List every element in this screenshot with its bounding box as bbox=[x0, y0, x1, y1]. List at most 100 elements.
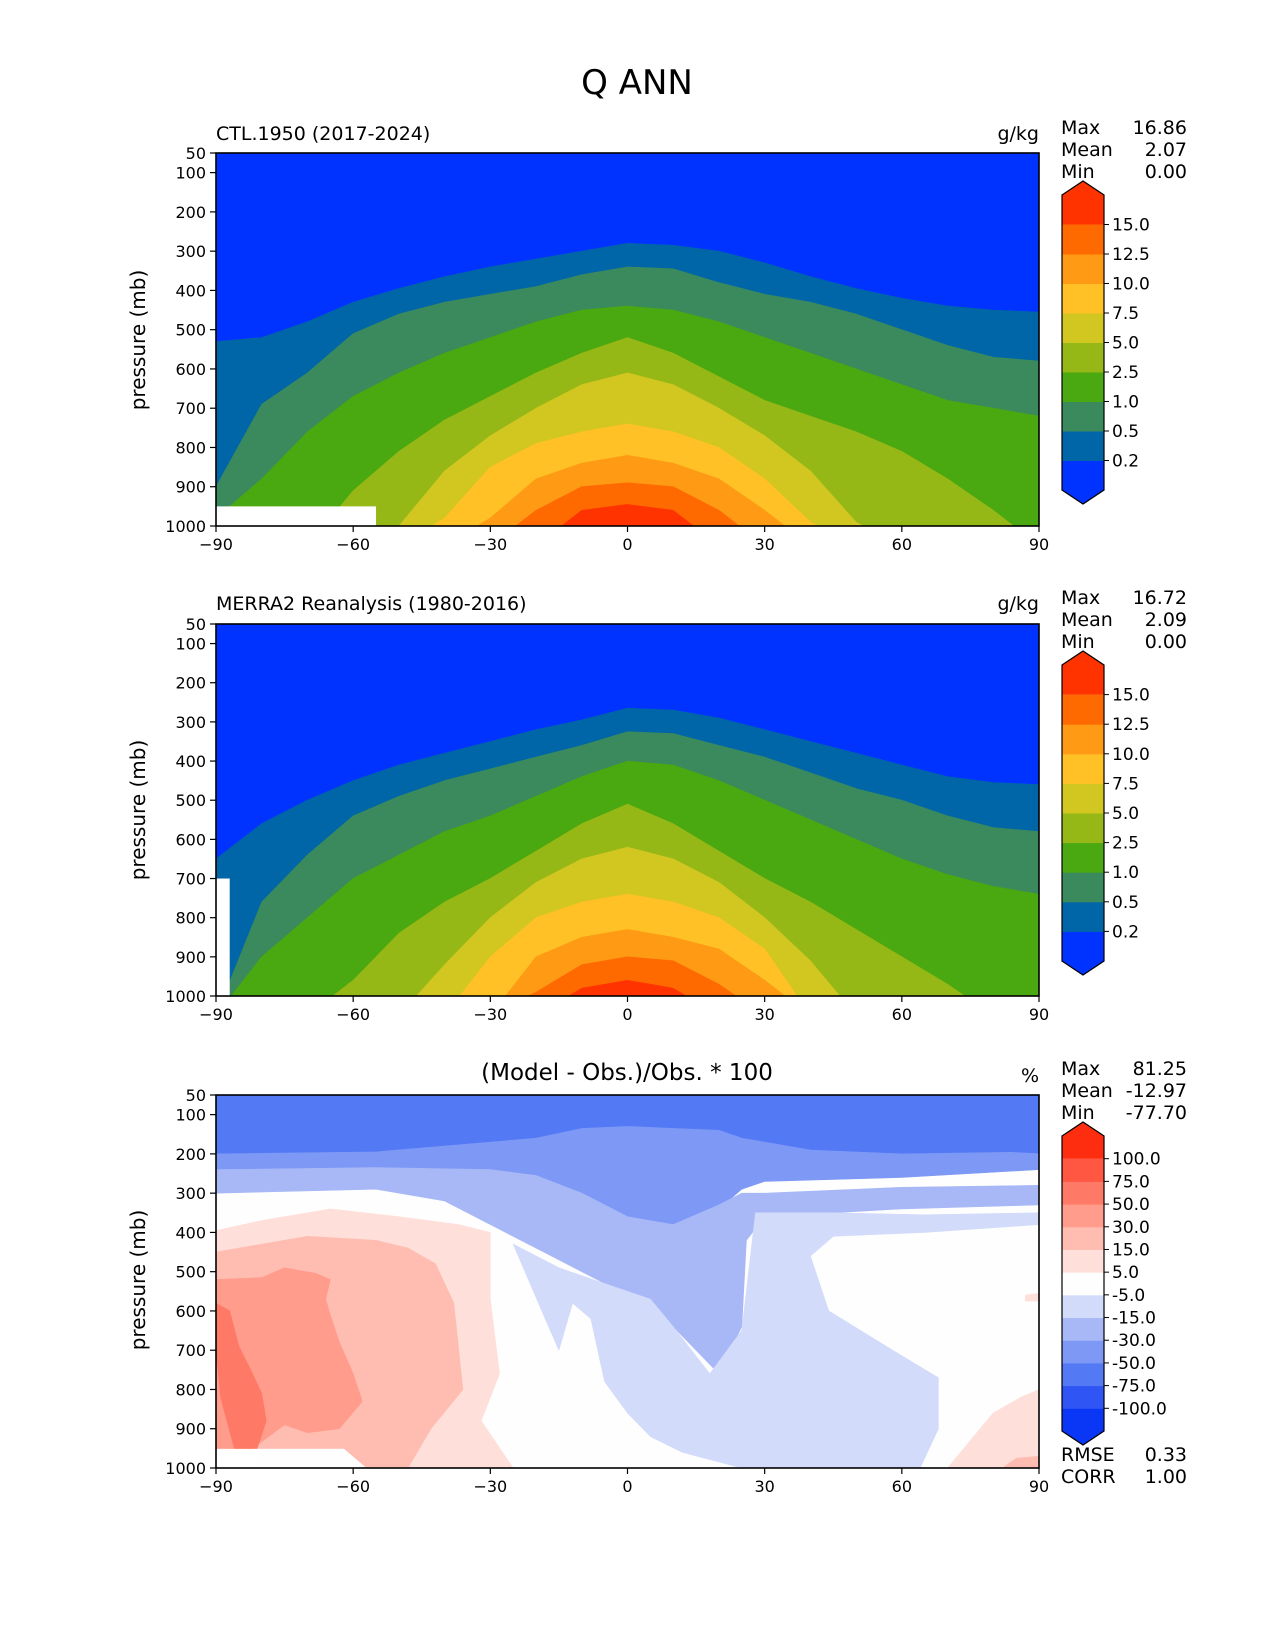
x-tick-label: −30 bbox=[473, 1005, 507, 1024]
colorbar-tick-label: 0.2 bbox=[1112, 922, 1139, 942]
y-axis-label: pressure (mb) bbox=[126, 740, 150, 881]
colorbar-extend-high bbox=[1062, 651, 1104, 695]
x-tick-label: 30 bbox=[754, 1477, 774, 1496]
stat-label-min: Min bbox=[1061, 161, 1095, 183]
stat-value-min: 0.00 bbox=[1145, 161, 1187, 183]
colorbar-tick-label: -30.0 bbox=[1112, 1331, 1156, 1351]
x-tick-label: 0 bbox=[622, 535, 632, 554]
stat-label-min: Min bbox=[1061, 1102, 1095, 1124]
colorbar-tick-label: 7.5 bbox=[1112, 304, 1139, 324]
colorbar-tick-label: 75.0 bbox=[1112, 1172, 1150, 1192]
colorbar-tick-label: 0.2 bbox=[1112, 452, 1139, 472]
y-tick-label: 100 bbox=[175, 635, 206, 654]
stat-label-min: Min bbox=[1061, 631, 1095, 653]
colorbar-outline bbox=[1061, 1121, 1105, 1446]
x-tick-label: −60 bbox=[336, 1477, 370, 1496]
colorbar-segment bbox=[1062, 872, 1104, 903]
colorbar-segment bbox=[1062, 842, 1104, 873]
contour-field bbox=[216, 1095, 1039, 1468]
colorbar: 100.075.0 50.0 30.015.0 5.0 -5.0 -15.0-30.0 -5… bbox=[1061, 1121, 1167, 1446]
y-tick-label: 700 bbox=[175, 870, 206, 889]
stat-label-max: Max bbox=[1061, 117, 1100, 139]
colorbar-tick-label: 1.0 bbox=[1112, 863, 1139, 883]
colorbar-outline bbox=[1061, 650, 1105, 976]
stat-value-min: -77.70 bbox=[1126, 1102, 1187, 1124]
stat-value-max: 16.72 bbox=[1133, 587, 1187, 609]
y-tick-label: 600 bbox=[175, 1302, 206, 1321]
y-tick-label: 600 bbox=[175, 830, 206, 849]
contour-region-9 bbox=[947, 1389, 1039, 1468]
x-tick-label: 60 bbox=[892, 1005, 912, 1024]
contour-band-15 bbox=[560, 504, 695, 526]
colorbar-segment bbox=[1062, 1272, 1104, 1296]
contour-region-3 bbox=[216, 1167, 1039, 1375]
contour-region-8 bbox=[216, 1302, 267, 1449]
colorbar-segment bbox=[1062, 1362, 1104, 1387]
colorbar-tick-label: 5.0 bbox=[1112, 334, 1139, 354]
x-tick-label: 90 bbox=[1029, 535, 1049, 554]
y-tick-label: 700 bbox=[175, 399, 206, 418]
colorbar-segment bbox=[1062, 313, 1104, 343]
stat-value-mean: 2.09 bbox=[1145, 609, 1187, 631]
x-tick-label: −60 bbox=[336, 1005, 370, 1024]
stat-label-max: Max bbox=[1061, 1058, 1100, 1080]
panel-obs: MERRA2 Reanalysis (1980-2016) g/kg press… bbox=[126, 587, 1187, 1024]
colorbar-tick-label: 7.5 bbox=[1112, 774, 1139, 794]
colorbar-tick-label: 2.5 bbox=[1112, 363, 1139, 383]
colorbar-segment bbox=[1062, 813, 1104, 844]
panel-units: g/kg bbox=[997, 593, 1039, 615]
x-tick-label: −90 bbox=[199, 1005, 233, 1024]
panel-units: % bbox=[1021, 1065, 1039, 1087]
contour-band-15 bbox=[568, 980, 687, 996]
colorbar-tick-label: 1.0 bbox=[1112, 393, 1139, 413]
panel-title: MERRA2 Reanalysis (1980-2016) bbox=[216, 593, 527, 615]
y-tick-label: 500 bbox=[175, 321, 206, 340]
y-tick-label: 900 bbox=[175, 1420, 206, 1439]
contour-region-10 bbox=[1002, 1455, 1039, 1468]
colorbar-tick-label: 30.0 bbox=[1112, 1218, 1150, 1238]
x-tick-label: 30 bbox=[754, 535, 774, 554]
contour-region-4 bbox=[512, 1212, 1039, 1468]
y-axis-label: pressure (mb) bbox=[126, 270, 150, 411]
y-tick-label: 700 bbox=[175, 1341, 206, 1360]
masked-region bbox=[216, 878, 230, 996]
stat-value-rmse: 0.33 bbox=[1145, 1444, 1187, 1466]
colorbar: 15.0 12.5 10.0 7.5 5.0 2.5 1.0 0.5 0.2 bbox=[1061, 180, 1150, 505]
stat-value-max: 81.25 bbox=[1133, 1058, 1187, 1080]
y-tick-label: 800 bbox=[175, 438, 206, 457]
y-tick-label: 900 bbox=[175, 948, 206, 967]
y-tick-label: 100 bbox=[175, 1106, 206, 1125]
y-tick-label: 200 bbox=[175, 1145, 206, 1164]
x-tick-label: 0 bbox=[622, 1477, 632, 1496]
colorbar-segment bbox=[1062, 1181, 1104, 1205]
colorbar-extend-high bbox=[1062, 1122, 1104, 1159]
colorbar-segment bbox=[1062, 724, 1104, 755]
x-tick-label: 30 bbox=[754, 1005, 774, 1024]
stat-value-mean: 2.07 bbox=[1145, 139, 1187, 161]
x-tick-label: 0 bbox=[622, 1005, 632, 1024]
stat-label-corr: CORR bbox=[1061, 1466, 1116, 1488]
stat-label-rmse: RMSE bbox=[1061, 1444, 1115, 1466]
y-tick-label: 200 bbox=[175, 203, 206, 222]
stat-value-mean: -12.97 bbox=[1126, 1080, 1187, 1102]
y-tick-label: 800 bbox=[175, 1380, 206, 1399]
stat-label-mean: Mean bbox=[1061, 609, 1113, 631]
stat-label-max: Max bbox=[1061, 587, 1100, 609]
panel-title: CTL.1950 (2017-2024) bbox=[216, 123, 430, 145]
y-tick-label: 200 bbox=[175, 674, 206, 693]
y-tick-label: 500 bbox=[175, 1263, 206, 1282]
colorbar: 15.0 12.5 10.0 7.5 5.0 2.5 1.0 0.5 0.2 bbox=[1061, 650, 1150, 976]
panel-title: (Model - Obs.)/Obs. * 100 bbox=[481, 1060, 773, 1086]
panel-model: CTL.1950 (2017-2024) g/kg pressure (mb) … bbox=[126, 117, 1187, 554]
y-tick-label: 300 bbox=[175, 713, 206, 732]
colorbar-tick-label: -15.0 bbox=[1112, 1309, 1156, 1329]
y-tick-label: 500 bbox=[175, 791, 206, 810]
colorbar-tick-label: 15.0 bbox=[1112, 216, 1150, 236]
y-tick-label: 400 bbox=[175, 281, 206, 300]
x-tick-label: 60 bbox=[892, 535, 912, 554]
figure-title: Q ANN bbox=[581, 63, 693, 103]
colorbar-segment bbox=[1062, 1317, 1104, 1341]
x-tick-label: −30 bbox=[473, 535, 507, 554]
colorbar-segment bbox=[1062, 401, 1104, 432]
